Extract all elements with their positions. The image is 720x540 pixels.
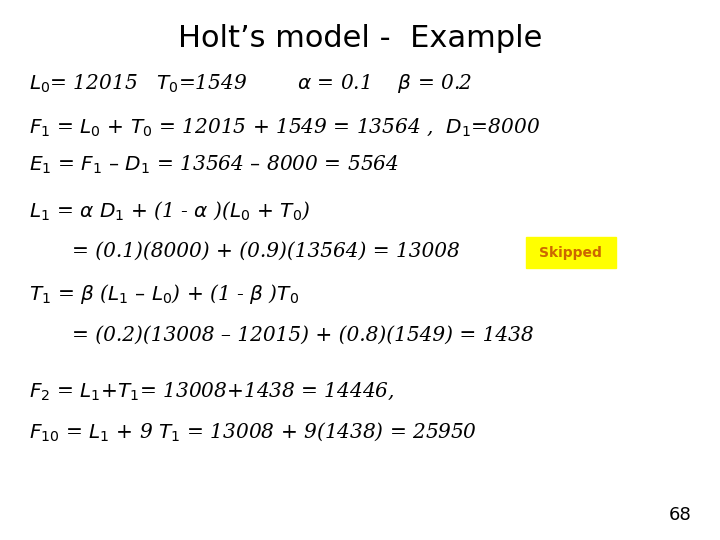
Text: $E_1$ = $F_1$ – $D_1$ = 13564 – 8000 = 5564: $E_1$ = $F_1$ – $D_1$ = 13564 – 8000 = 5…	[29, 153, 399, 176]
Text: = (0.1)(8000) + (0.9)(13564) = 13008: = (0.1)(8000) + (0.9)(13564) = 13008	[72, 241, 460, 261]
Text: $L_1$ = $\alpha$ $D_1$ + (1 - $\alpha$ )($L_0$ + $T_0$): $L_1$ = $\alpha$ $D_1$ + (1 - $\alpha$ )…	[29, 199, 310, 222]
Text: $F_{10}$ = $L_1$ + 9 $T_1$ = 13008 + 9(1438) = 25950: $F_{10}$ = $L_1$ + 9 $T_1$ = 13008 + 9(1…	[29, 421, 477, 443]
Text: $L_0$= 12015   $T_0$=1549        $\alpha$ = 0.1    $\beta$ = 0.2: $L_0$= 12015 $T_0$=1549 $\alpha$ = 0.1 $…	[29, 72, 472, 95]
Text: Skipped: Skipped	[539, 246, 602, 260]
Text: $F_2$ = $L_1$+$T_1$= 13008+1438 = 14446,: $F_2$ = $L_1$+$T_1$= 13008+1438 = 14446,	[29, 381, 395, 402]
Text: $T_1$ = $\beta$ ($L_1$ – $L_0$) + (1 - $\beta$ )$T_0$: $T_1$ = $\beta$ ($L_1$ – $L_0$) + (1 - $…	[29, 282, 299, 306]
FancyBboxPatch shape	[526, 237, 616, 268]
Text: Holt’s model -  Example: Holt’s model - Example	[178, 24, 542, 53]
Text: 68: 68	[668, 506, 691, 524]
Text: $F_1$ = $L_0$ + $T_0$ = 12015 + 1549 = 13564 ,  $D_1$=8000: $F_1$ = $L_0$ + $T_0$ = 12015 + 1549 = 1…	[29, 116, 540, 138]
Text: = (0.2)(13008 – 12015) + (0.8)(1549) = 1438: = (0.2)(13008 – 12015) + (0.8)(1549) = 1…	[72, 325, 534, 345]
